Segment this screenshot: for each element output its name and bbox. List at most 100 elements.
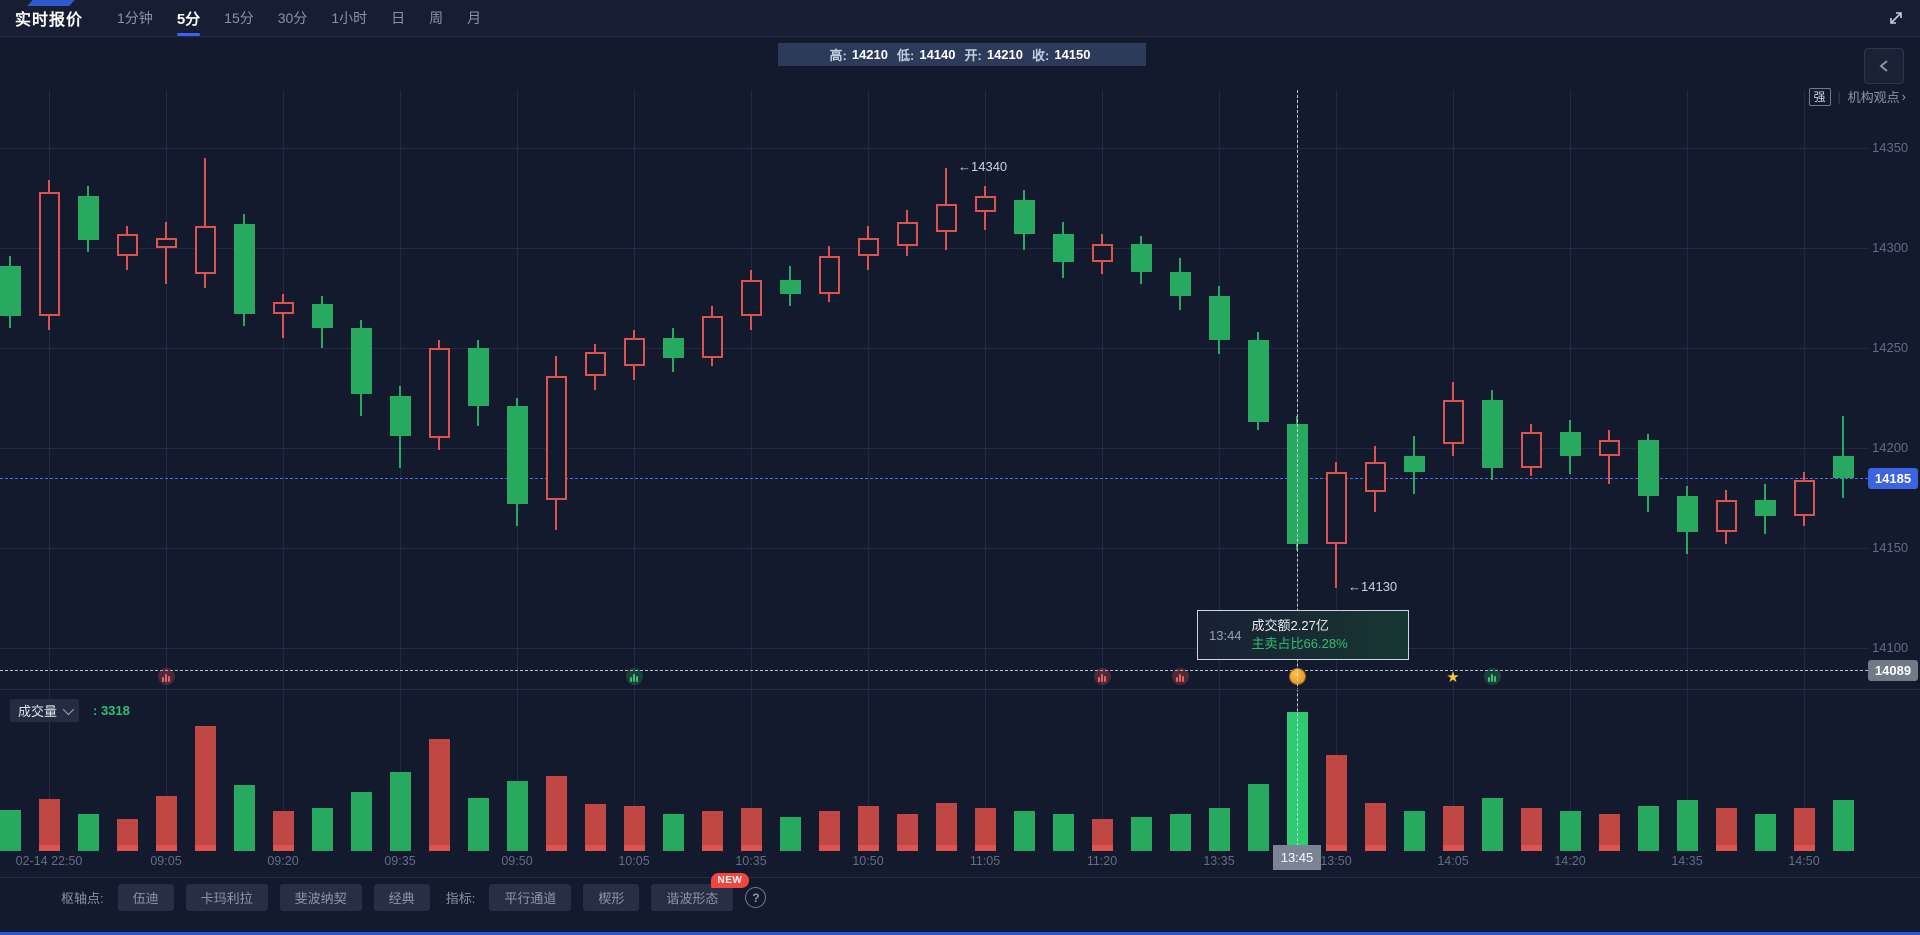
mini-bar-icon: [1182, 676, 1184, 682]
direction-strip-block: [116, 845, 138, 851]
volume-bar: [857, 805, 879, 845]
direction-strip-block: [1559, 845, 1581, 851]
signal-marker-bars-red[interactable]: [1093, 668, 1111, 685]
time-axis-label: 10:50: [852, 854, 884, 868]
candle: [935, 204, 957, 232]
gridline-vertical: [751, 90, 752, 845]
direction-strip-block: [272, 845, 294, 851]
institution-view-link[interactable]: 机构观点 ›: [1848, 87, 1906, 106]
tab-5分[interactable]: 5分: [165, 0, 212, 36]
signal-marker-bars-red[interactable]: [1171, 668, 1189, 685]
volume-bar: [1403, 811, 1425, 845]
fullscreen-expand-icon[interactable]: [1886, 8, 1906, 28]
candle: [1793, 480, 1815, 516]
signal-marker-bars-green[interactable]: [1483, 668, 1501, 685]
price-annotation: ←14130: [1348, 579, 1398, 594]
volume-bar: [467, 797, 489, 845]
direction-strip-block: [194, 845, 216, 851]
volume-bar: [1637, 805, 1659, 845]
direction-strip-block: [1481, 845, 1503, 851]
direction-strip-block: [1169, 845, 1191, 851]
pivot-button-经典[interactable]: 经典: [373, 884, 430, 911]
direction-strip-block: [1247, 845, 1269, 851]
direction-strip-block: [428, 845, 450, 851]
volume-indicator-selector[interactable]: 成交量: [10, 699, 80, 722]
indicator-button-楔形[interactable]: 楔形: [583, 884, 640, 911]
collapse-panel-button[interactable]: [1864, 48, 1904, 84]
signal-marker-bars-green[interactable]: [625, 668, 643, 685]
candle: [467, 348, 489, 406]
volume-bar: [1481, 797, 1503, 845]
volume-bar: [311, 808, 333, 845]
gridline-vertical: [166, 90, 167, 845]
indicator-button-平行通道[interactable]: 平行通道: [489, 884, 572, 911]
indicator-button-谐波形态[interactable]: 谐波形态 NEW: [651, 873, 750, 911]
volume-bar: [1676, 800, 1698, 845]
help-icon[interactable]: ?: [745, 887, 767, 908]
direction-strip-block: [1520, 845, 1542, 851]
mini-bar-icon: [1104, 676, 1106, 682]
candle: [1481, 400, 1503, 468]
candle: [311, 304, 333, 328]
pivot-buttons: 伍迪 卡玛利拉 斐波纳契 经典: [117, 884, 430, 911]
tab-1分钟[interactable]: 1分钟: [117, 10, 153, 26]
top-bar: 实时报价 1分钟 5分 15分 30分 1小时 日 周 月: [0, 0, 1920, 37]
time-axis-label: 13:35: [1203, 854, 1235, 868]
time-axis-label: 14:05: [1437, 854, 1469, 868]
gridline-vertical: [985, 90, 986, 845]
tab-1小时[interactable]: 1小时: [331, 10, 368, 26]
time-axis-label: 14:20: [1554, 854, 1586, 868]
ohlc-label: 开:: [964, 48, 982, 63]
candle: [428, 348, 450, 438]
pivot-button-伍迪[interactable]: 伍迪: [117, 884, 174, 911]
candle: [1208, 296, 1230, 340]
candle: [1130, 244, 1152, 272]
ohlc-label: 收:: [1032, 48, 1050, 63]
candle: [818, 256, 840, 294]
direction-strip-block: [0, 845, 21, 851]
direction-strip-block: [584, 845, 606, 851]
pivot-button-斐波纳契[interactable]: 斐波纳契: [279, 884, 362, 911]
volume-bar: [1442, 805, 1464, 845]
direction-strip-block: [1403, 845, 1425, 851]
volume-bar: [194, 725, 216, 845]
candle: [740, 280, 762, 316]
pane-divider: [0, 689, 1920, 690]
tab-周[interactable]: 周: [429, 10, 444, 26]
candle: [1403, 456, 1425, 472]
direction-strip-block: [701, 845, 723, 851]
volume-bar: [740, 808, 762, 845]
pivot-button-卡玛利拉[interactable]: 卡玛利拉: [185, 884, 268, 911]
candle: [233, 224, 255, 314]
volume-bar: [779, 816, 801, 845]
tab-日[interactable]: 日: [391, 10, 406, 26]
crosshair-tooltip: 13:44 成交额2.27亿 主卖占比66.28%: [1197, 610, 1409, 660]
reference-price-line: [0, 670, 1868, 671]
volume-pane-header: 成交量 : 3318: [10, 699, 130, 722]
volume-bar: [701, 811, 723, 845]
ohlc-value: 14210: [986, 47, 1023, 62]
tooltip-sell-ratio: 主卖占比66.28%: [1251, 636, 1348, 651]
direction-strip-block: [506, 845, 528, 851]
strength-badge: 强: [1808, 87, 1831, 106]
time-badge-highlighted: 13:45: [1273, 845, 1321, 870]
time-axis-label: 14:50: [1788, 854, 1820, 868]
tab-月[interactable]: 月: [467, 10, 482, 26]
tab-30分[interactable]: 30分: [277, 10, 308, 26]
candle-wick: [1608, 430, 1610, 484]
mini-bar-icon: [1491, 674, 1493, 682]
volume-bar: [896, 813, 918, 845]
volume-bar: [0, 809, 21, 845]
direction-strip-block: [233, 845, 255, 851]
pivot-label: 枢轴点:: [61, 891, 104, 906]
volume-bar: [1169, 813, 1191, 845]
tab-15分[interactable]: 15分: [224, 10, 254, 26]
volume-bar: [116, 819, 138, 845]
candle: [662, 338, 684, 358]
ohlc-label: 低:: [897, 48, 915, 63]
ohlc-value: 14210: [851, 47, 888, 62]
signal-marker-star[interactable]: ★: [1446, 668, 1460, 686]
signal-marker-bars-red[interactable]: [157, 668, 175, 685]
price-axis-label: 14150: [1872, 540, 1909, 555]
